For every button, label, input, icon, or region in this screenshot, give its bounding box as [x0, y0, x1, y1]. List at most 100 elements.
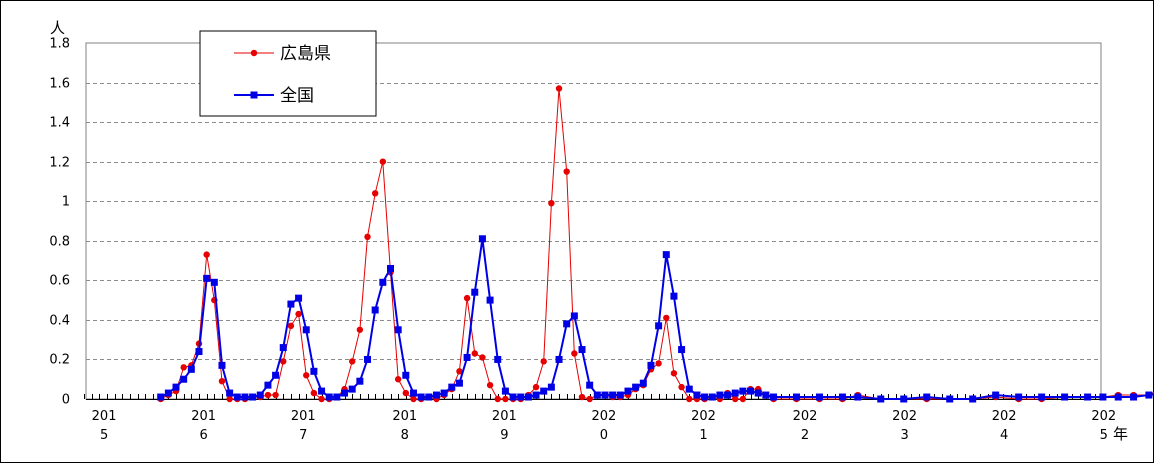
legend-entry-hiroshima: 広島県: [234, 44, 331, 64]
data-point: [318, 387, 326, 395]
data-point: [218, 361, 226, 369]
series-1: [157, 235, 1154, 403]
x-year-label-line2: 2: [801, 428, 809, 443]
x-year-label-line2: 4: [1000, 428, 1008, 443]
data-point: [815, 393, 823, 401]
y-tick-label: 0.4: [49, 314, 70, 329]
data-point: [517, 393, 525, 401]
data-point: [678, 346, 686, 354]
data-point: [387, 264, 394, 272]
legend-label-national: 全国: [280, 86, 314, 106]
data-point: [279, 344, 287, 352]
data-point: [732, 395, 739, 403]
data-point: [555, 85, 563, 92]
data-point: [325, 393, 333, 401]
y-tick-label: 0.2: [49, 353, 70, 368]
legend-marker-hiroshima: [250, 49, 258, 57]
x-year-label-line2: 6: [200, 428, 208, 443]
data-point: [364, 233, 371, 241]
data-point: [402, 371, 410, 379]
data-point: [371, 306, 379, 314]
x-year-label-line1: 201: [392, 409, 417, 424]
data-point: [655, 322, 663, 330]
data-point: [663, 314, 670, 322]
data-point: [578, 346, 586, 354]
series-0: [157, 85, 1154, 403]
data-point: [394, 326, 402, 334]
data-point: [463, 353, 471, 361]
data-point: [256, 391, 264, 399]
data-point: [946, 395, 954, 403]
x-year-label-line1: 202: [592, 409, 617, 424]
x-year-label-line1: 201: [291, 409, 316, 424]
data-point: [969, 395, 977, 403]
data-point: [877, 395, 885, 403]
data-point: [249, 393, 257, 401]
data-point: [701, 393, 709, 401]
data-point: [356, 377, 364, 385]
data-point: [295, 294, 303, 302]
data-point: [793, 393, 800, 401]
y-tick-label: 1.6: [49, 77, 70, 92]
data-point: [578, 393, 586, 401]
data-point: [280, 358, 287, 365]
x-year-label-line2: 3: [900, 428, 908, 443]
y-tick-label: 0.8: [49, 235, 70, 250]
legend: 広島県 全国: [199, 30, 377, 117]
data-point: [210, 278, 218, 286]
data-point: [762, 391, 770, 399]
data-point: [754, 389, 762, 397]
data-point: [203, 251, 210, 258]
data-point: [425, 393, 433, 401]
legend-entry-national: 全国: [234, 86, 314, 106]
data-point: [747, 387, 755, 395]
data-point: [662, 251, 670, 259]
data-point: [402, 389, 410, 397]
data-point: [632, 383, 640, 391]
data-point: [264, 391, 272, 399]
x-axis-unit-label: 年: [1113, 425, 1128, 443]
data-point: [226, 389, 234, 397]
x-year-label-line2: 9: [500, 428, 508, 443]
y-axis-unit-label: 人: [50, 19, 65, 37]
data-point: [1114, 393, 1122, 401]
data-point: [685, 385, 693, 393]
data-point: [548, 200, 555, 207]
legend-box: [199, 30, 377, 117]
data-point: [287, 300, 295, 308]
x-year-label-line1: 201: [191, 409, 216, 424]
data-point: [164, 389, 172, 397]
data-point: [180, 375, 188, 383]
data-point: [195, 348, 203, 356]
data-point: [992, 391, 1000, 399]
data-point: [203, 274, 211, 282]
data-point: [379, 278, 387, 286]
data-point: [364, 355, 372, 363]
data-point: [670, 370, 678, 377]
data-point: [593, 391, 601, 399]
data-point: [494, 355, 502, 363]
data-point: [609, 391, 617, 399]
data-point: [547, 383, 555, 391]
data-point: [272, 391, 279, 399]
data-point: [655, 360, 662, 367]
data-point: [341, 389, 349, 397]
data-point: [1130, 393, 1138, 401]
data-point: [854, 393, 862, 401]
data-point: [509, 393, 517, 401]
grid-layer: [85, 42, 1102, 400]
legend-marker-national: [250, 91, 258, 99]
data-point: [356, 326, 364, 333]
x-year-label-line2: 1: [699, 428, 707, 443]
data-point: [455, 379, 463, 387]
data-point: [708, 393, 716, 401]
y-tick-label: 0: [62, 393, 70, 408]
x-year-label-line2: 8: [401, 428, 409, 443]
data-point: [218, 378, 226, 385]
data-point: [532, 383, 540, 391]
data-point: [226, 395, 233, 403]
data-point: [379, 158, 387, 165]
data-point: [770, 393, 778, 401]
data-point: [716, 391, 724, 399]
x-year-label-line2: 7: [299, 428, 307, 443]
